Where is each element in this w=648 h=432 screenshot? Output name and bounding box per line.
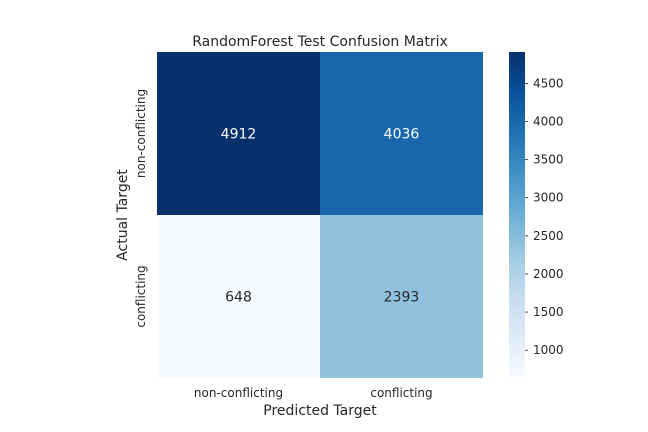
cell-value-label: 4036 xyxy=(384,127,420,143)
heatmap-cells: 4912 4036 648 2393 xyxy=(157,52,483,378)
colorbar-tick-label: 2500 xyxy=(533,229,564,243)
cell-value-label: 2393 xyxy=(384,290,420,306)
colorbar-tick-label: 4000 xyxy=(533,115,564,129)
heatmap-cell xyxy=(157,215,320,378)
heatmap-cell xyxy=(320,215,483,378)
colorbar-tick-label: 1000 xyxy=(533,343,564,357)
x-tick-label: non-conflicting xyxy=(194,386,283,400)
colorbar-tick-label: 1500 xyxy=(533,305,564,319)
colorbar-ticks: 1000 1500 2000 2500 3000 3500 4000 4500 xyxy=(525,76,564,357)
colorbar xyxy=(509,52,525,377)
colorbar-tick-label: 2000 xyxy=(533,267,564,281)
y-tick-labels: non-conflicting conflicting xyxy=(134,89,148,328)
chart-title: RandomForest Test Confusion Matrix xyxy=(192,34,448,50)
heatmap-cell xyxy=(320,52,483,215)
x-tick-label: conflicting xyxy=(370,386,432,400)
colorbar-tick-label: 3500 xyxy=(533,153,564,167)
x-tick-labels: non-conflicting conflicting xyxy=(194,386,433,400)
y-axis-label: Actual Target xyxy=(115,169,131,261)
heatmap-cell xyxy=(157,52,320,215)
cell-value-label: 4912 xyxy=(221,127,257,143)
y-tick-label: conflicting xyxy=(134,265,148,327)
x-axis-label: Predicted Target xyxy=(263,403,377,419)
cell-value-label: 648 xyxy=(225,290,252,306)
colorbar-tick-label: 4500 xyxy=(533,76,564,90)
y-tick-label: non-conflicting xyxy=(134,89,148,178)
colorbar-tick-label: 3000 xyxy=(533,191,564,205)
